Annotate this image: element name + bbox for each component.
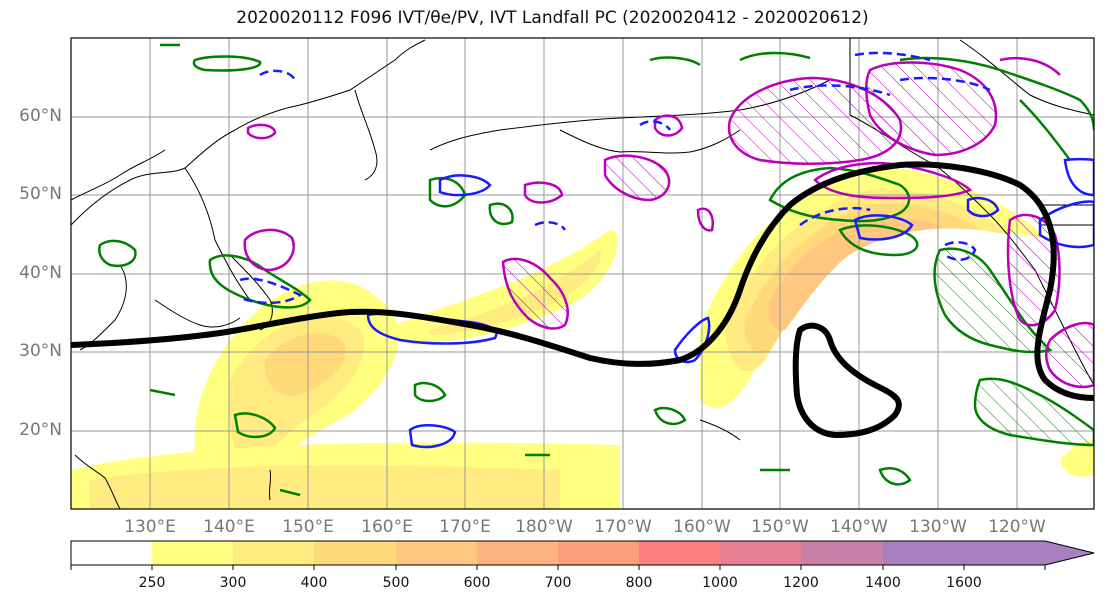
lon-label-130w: 130°W bbox=[909, 517, 967, 537]
lon-label-140w: 140°W bbox=[830, 517, 888, 537]
lon-label-160e: 160°E bbox=[361, 517, 413, 537]
lon-label-160w: 160°W bbox=[673, 517, 731, 537]
colorbar-label-300: 300 bbox=[219, 575, 247, 591]
lat-label-20n: 20°N bbox=[19, 420, 62, 440]
lat-label-40n: 40°N bbox=[19, 263, 62, 283]
lon-label-180w: 180°W bbox=[515, 517, 573, 537]
colorbar-label-1200: 1200 bbox=[783, 575, 819, 591]
lon-label-150w: 150°W bbox=[751, 517, 809, 537]
lon-label-130e: 130°E bbox=[124, 517, 176, 537]
colorbar-label-400: 400 bbox=[300, 575, 328, 591]
lon-label-140e: 140°E bbox=[203, 517, 255, 537]
colorbar bbox=[70, 540, 1095, 570]
colorbar-label-1400: 1400 bbox=[865, 575, 901, 591]
chart-title: 2020020112 F096 IVT/θe/PV, IVT Landfall … bbox=[236, 8, 869, 28]
lat-label-30n: 30°N bbox=[19, 341, 62, 361]
lon-label-150e: 150°E bbox=[282, 517, 334, 537]
lon-label-170w: 170°W bbox=[594, 517, 652, 537]
lat-label-60n: 60°N bbox=[19, 106, 62, 126]
lon-label-120w: 120°W bbox=[988, 517, 1046, 537]
lon-label-170e: 170°E bbox=[439, 517, 491, 537]
lat-label-50n: 50°N bbox=[19, 184, 62, 204]
graticule bbox=[71, 38, 1094, 509]
colorbar-label-1600: 1600 bbox=[946, 575, 982, 591]
green-hatched-regions bbox=[934, 248, 1094, 445]
colorbar-label-250: 250 bbox=[138, 575, 166, 591]
theta-e-dashed-contours bbox=[239, 51, 991, 305]
ivt-pc-contours bbox=[71, 161, 1094, 439]
colorbar-label-500: 500 bbox=[382, 575, 410, 591]
map-panel bbox=[71, 38, 1094, 509]
colorbar-label-1000: 1000 bbox=[702, 575, 738, 591]
colorbar-label-800: 800 bbox=[625, 575, 653, 591]
colorbar-label-700: 700 bbox=[544, 575, 572, 591]
pv-hatched-regions bbox=[503, 62, 1094, 387]
map-frame bbox=[70, 37, 1095, 510]
colorbar-label-600: 600 bbox=[463, 575, 491, 591]
ivt-shading bbox=[71, 168, 1094, 509]
